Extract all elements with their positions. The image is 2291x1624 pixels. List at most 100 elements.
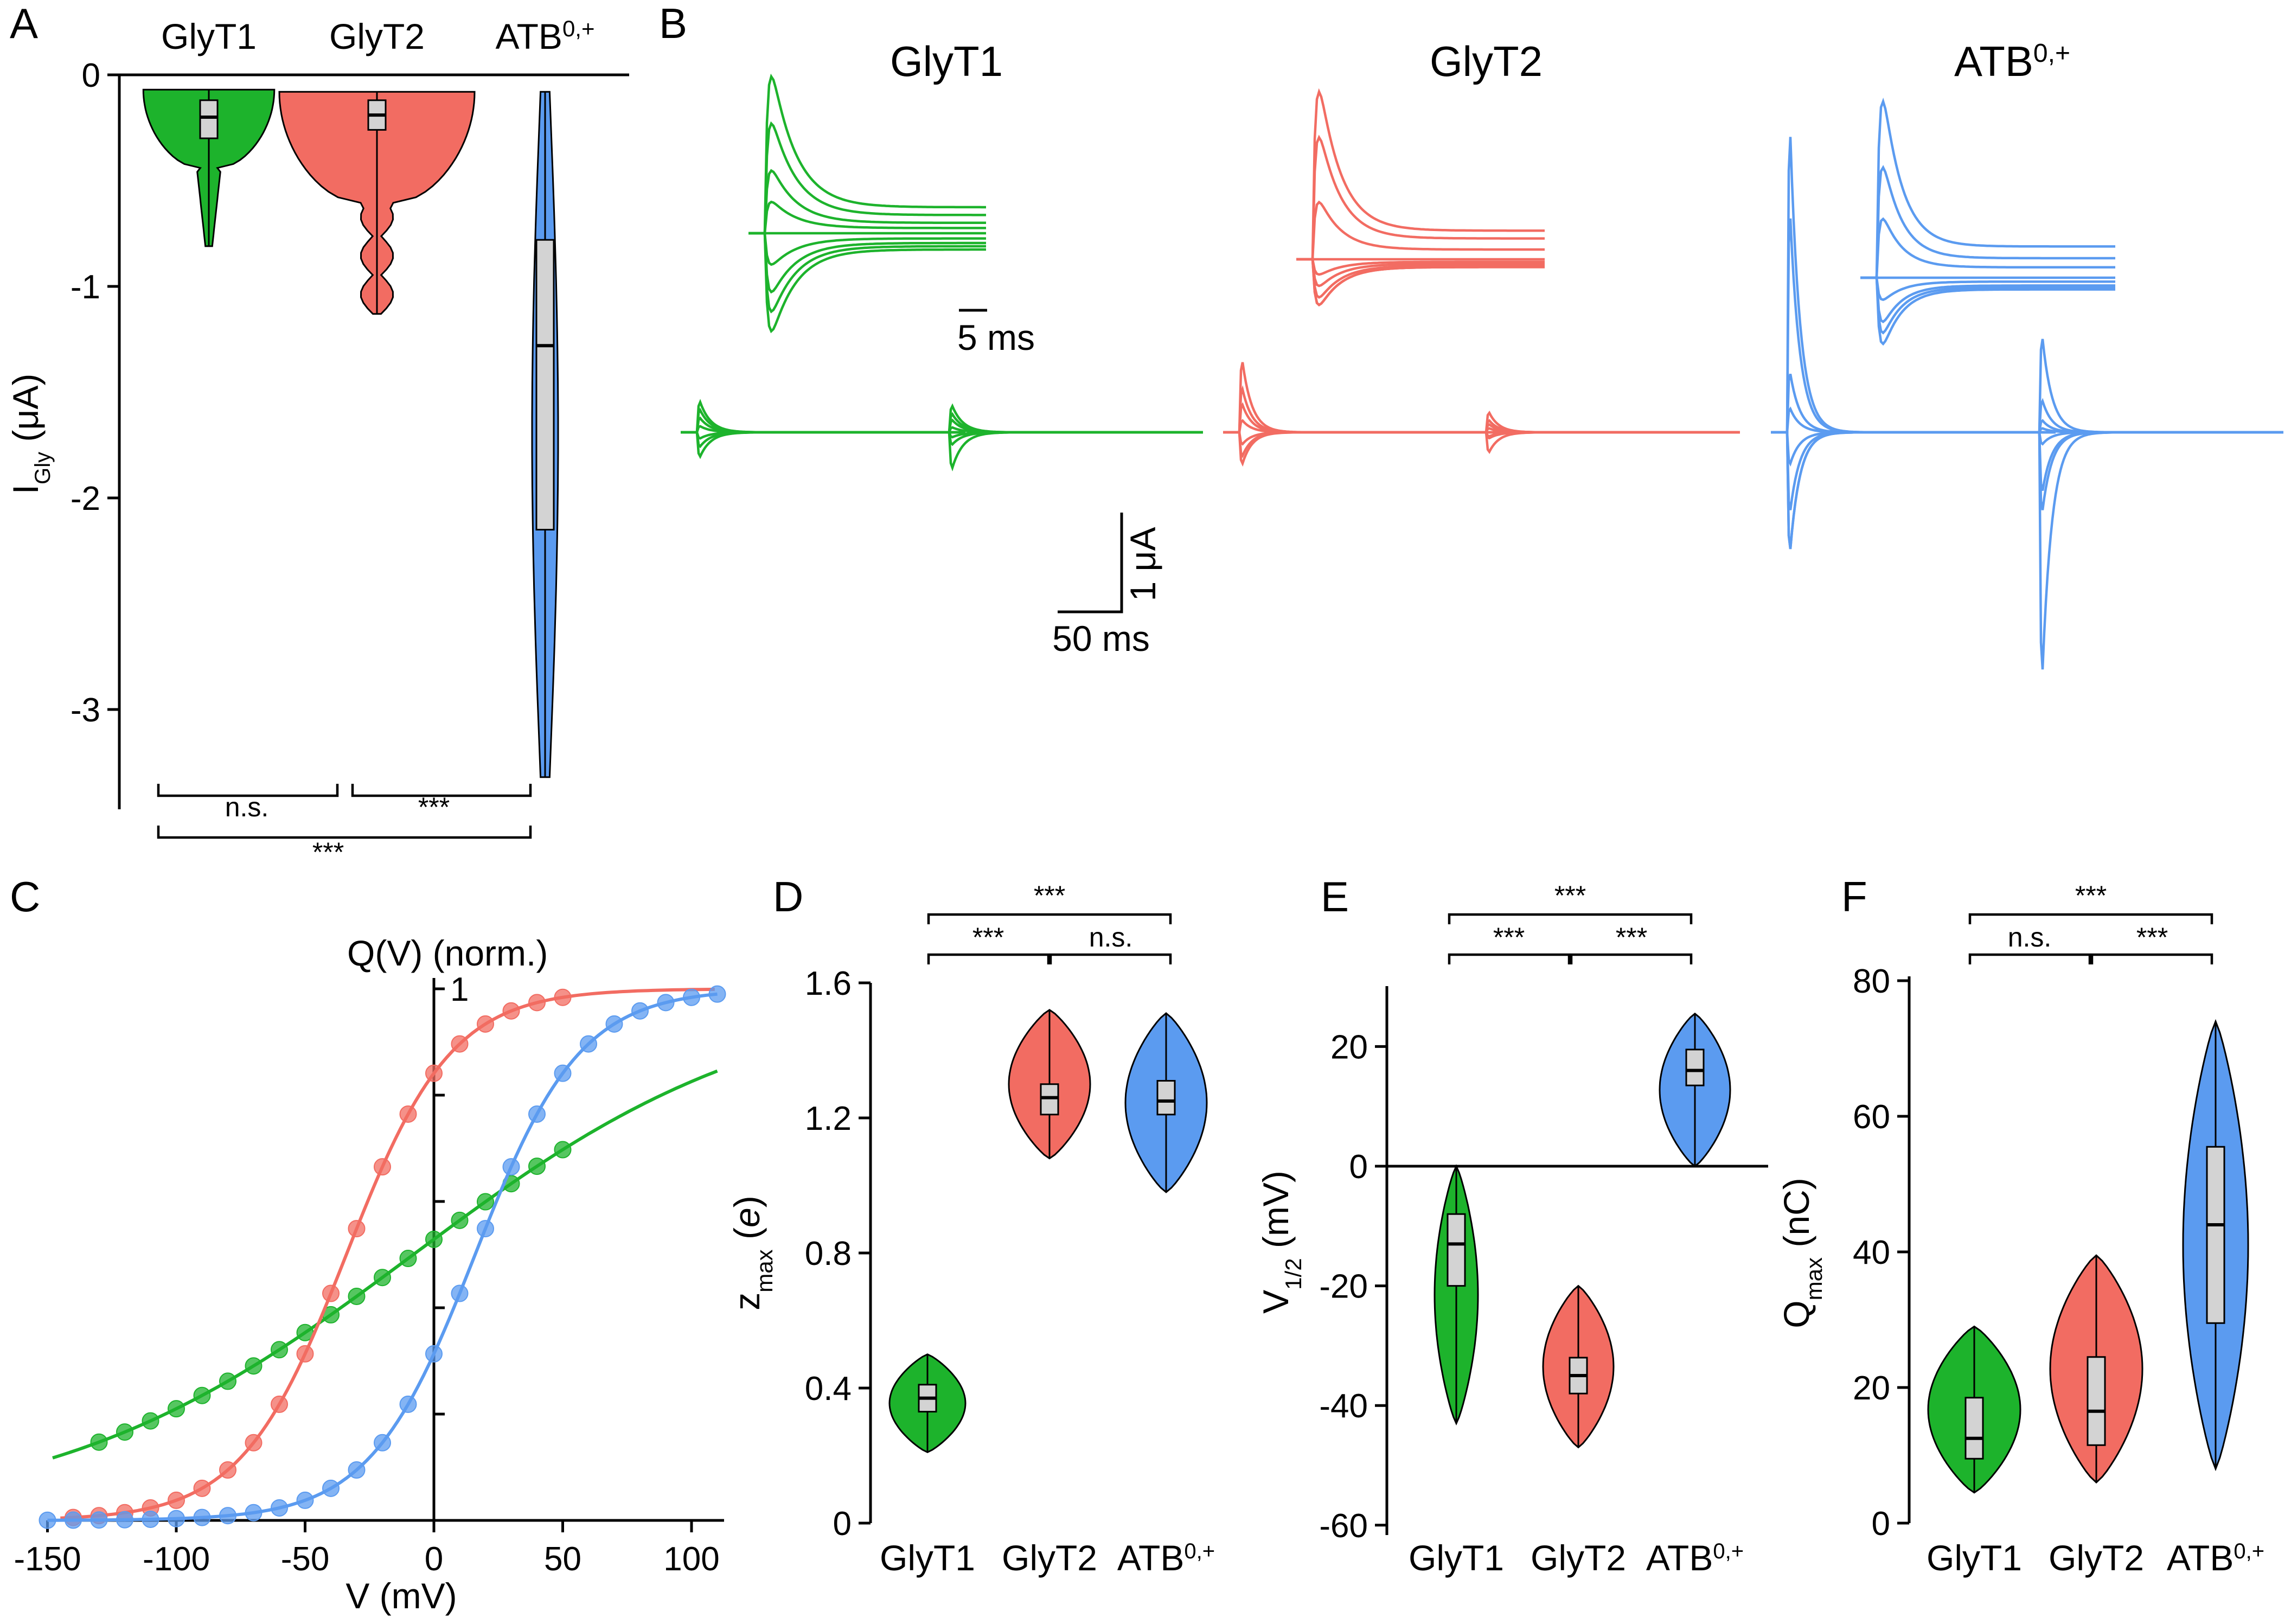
panel-label-d: D: [773, 873, 803, 920]
panel-b-label-atb-base: ATB: [1954, 37, 2033, 85]
panel-d-violin-atb-box: [1156, 1080, 1176, 1116]
panel-c-point-atb-1: [65, 1511, 82, 1529]
panel-c-x-label: V (mV): [345, 1576, 457, 1616]
panel-b-glyt2-main-trace-2: [1223, 402, 1740, 434]
panel-a-cat-atb-sup: 0,+: [562, 16, 595, 41]
panel-f-sig-bracket-1: [1968, 953, 2091, 964]
panel-c-point-atb-22: [605, 1015, 623, 1033]
panel-b-glyt1-inset-trace-3: [748, 200, 986, 235]
panel-label-e: E: [1321, 873, 1349, 920]
panel-f-ytick-label-3: 60: [1853, 1098, 1890, 1136]
panel-b-atb-main-trace-1: [1771, 218, 2283, 434]
panel-c-point-atb-18: [502, 1158, 520, 1176]
panel-f-sig-label-3: ***: [2075, 880, 2107, 911]
panel-d-cat-glyt1: GlyT1: [880, 1538, 975, 1578]
panel-a-ytick-label-2: -2: [71, 480, 100, 517]
panel-f-violin-atb-box: [2206, 1146, 2225, 1324]
panel-b-scale-bar: [1058, 513, 1123, 613]
panel-b-atb-main-trace-4: [1771, 431, 2283, 467]
panel-a-cat-atb: ATB0,+: [495, 16, 594, 57]
panel-e-sig-bracket-3: [1448, 913, 1693, 924]
panel-e-cat-atb-sup: 0,+: [1713, 1539, 1744, 1563]
panel-c-point-atb-19: [528, 1105, 546, 1123]
panel-d-violin: 0 0.4 0.8 1.2 1.6 zmax (e) GlyT1 GlyT2 ATB0,…: [727, 880, 1215, 1578]
panel-c-point-glyt1-17: [528, 1158, 546, 1175]
panel-a-cat-glyt1: GlyT1: [161, 16, 257, 56]
panel-b-inset-time-label: 5 ms: [957, 317, 1035, 357]
panel-b-atb-inset-trace-5: [1860, 276, 2115, 323]
panel-f-sig-bracket-3: [1968, 913, 2213, 924]
panel-b-glyt2-main-trace-5: [1223, 431, 1740, 458]
panel-b-traces: GlyT1 GlyT2 ATB0,+ 5 ms 1 μA 50 ms: [681, 37, 2283, 670]
panel-f-ytick-label-4: 80: [1853, 963, 1890, 1000]
panel-a-sig-bracket-2: [351, 784, 532, 797]
panel-f-sig-label-1: n.s.: [2008, 922, 2052, 952]
panel-c-point-glyt2-10: [322, 1284, 340, 1302]
panel-c-point-glyt1-2: [142, 1412, 159, 1430]
panel-c-point-glyt1-15: [477, 1193, 494, 1211]
panel-b-glyt1-inset-trace-7: [748, 232, 986, 314]
panel-c-point-atb-13: [374, 1434, 391, 1452]
panel-c-point-glyt1-13: [425, 1230, 443, 1248]
panel-c-point-glyt2-11: [348, 1220, 366, 1238]
panel-d-sig-label-1: ***: [972, 922, 1004, 952]
panel-c-point-glyt2-15: [451, 1035, 469, 1053]
panel-b-glyt1-main-trace-1: [681, 407, 1203, 434]
panel-b-glyt2-inset-trace-5: [1296, 258, 1545, 287]
panel-b-glyt2-main-trace-6: [1223, 431, 1740, 467]
panel-d-y-label-unit-open: (: [727, 1227, 767, 1249]
panel-d-cat-atb: ATB0,+: [1117, 1538, 1215, 1578]
panel-d-sig-bracket-2: [1049, 953, 1172, 964]
panel-e-cat-atb: ATB0,+: [1646, 1538, 1744, 1578]
panel-a-sig-label-2: ***: [418, 792, 450, 822]
panel-c-y-label: Q(V) (norm.): [347, 933, 548, 973]
panel-e-y-label-unit: (mV): [1256, 1171, 1296, 1258]
panel-d-ytick-label-4: 1.6: [805, 965, 852, 1002]
panel-a-ytick-label-1: -1: [71, 268, 100, 306]
panel-c-point-atb-26: [708, 985, 726, 1003]
panel-d-y-label-unit-close: ): [727, 1195, 767, 1207]
panel-b-scale-time-label: 50 ms: [1052, 618, 1150, 658]
panel-b-label-glyt1: GlyT1: [890, 37, 1003, 85]
panel-b-atb-inset-trace-1: [1860, 165, 2115, 279]
panel-e-violin-atb-box: [1685, 1048, 1705, 1086]
panel-f-y-label: Qmax (nC): [1776, 1178, 1827, 1328]
panel-c-point-atb-15: [425, 1345, 443, 1363]
panel-c-point-glyt2-19: [554, 988, 572, 1006]
panel-c-point-glyt1-6: [245, 1357, 263, 1375]
panel-c-point-atb-2: [90, 1511, 108, 1529]
panel-e-sig-label-1: ***: [1493, 922, 1525, 952]
panel-c-xtick-label-4: 50: [544, 1540, 581, 1578]
panel-b-glyt1-inset-trace-8: [748, 232, 986, 334]
panel-d-violin-glyt2-box: [1040, 1083, 1059, 1116]
panel-c-point-glyt1-18: [554, 1141, 572, 1159]
panel-c-point-atb-17: [477, 1220, 494, 1238]
panel-label-b: B: [659, 0, 687, 47]
panel-b-atb-inset-trace-4: [1860, 276, 2115, 301]
panel-c-point-glyt2-14: [425, 1064, 443, 1082]
panel-c-point-atb-20: [554, 1064, 572, 1082]
panel-c-point-atb-12: [348, 1461, 366, 1479]
panel-b-atb-main-trace-2: [1771, 373, 2283, 434]
panel-c-point-glyt1-12: [399, 1250, 417, 1268]
panel-c-point-glyt2-13: [399, 1105, 417, 1123]
panel-b-glyt2-main-trace-1: [1223, 385, 1740, 434]
panel-a-sig-label-3: ***: [312, 837, 344, 867]
panel-f-cat-glyt2: GlyT2: [2049, 1538, 2144, 1578]
panel-b-atb-main-trace-3: [1771, 406, 2283, 434]
panel-e-cat-atb-base: ATB: [1646, 1538, 1713, 1578]
panel-c-point-atb-16: [451, 1284, 469, 1302]
panel-c-xtick-label-0: -150: [14, 1540, 81, 1578]
panel-e-ytick-label-0: 20: [1330, 1028, 1368, 1066]
panel-a-violin: 0 -1 -2 -3 GlyT1 GlyT2 ATB0,+ IGly (μA) n.s…: [5, 16, 629, 867]
panel-b-atb-main-trace-5: [1771, 431, 2283, 510]
panel-c-qv: -150 -100 -50 0 50 100 1 Q(V) (norm.) V (mV): [14, 933, 726, 1616]
panel-b-glyt1-main-trace-6: [681, 431, 1203, 472]
panel-a-cat-atb-base: ATB: [495, 16, 562, 56]
panel-c-xtick-label-3: 0: [425, 1540, 443, 1578]
panel-c-point-atb-23: [631, 1002, 649, 1020]
panel-b-label-atb-sup: 0,+: [2033, 39, 2070, 68]
panel-e-ytick-label-3: -40: [1319, 1388, 1368, 1425]
panel-c-xtick-label-1: -100: [143, 1540, 210, 1578]
panel-c-point-glyt2-9: [296, 1345, 314, 1363]
